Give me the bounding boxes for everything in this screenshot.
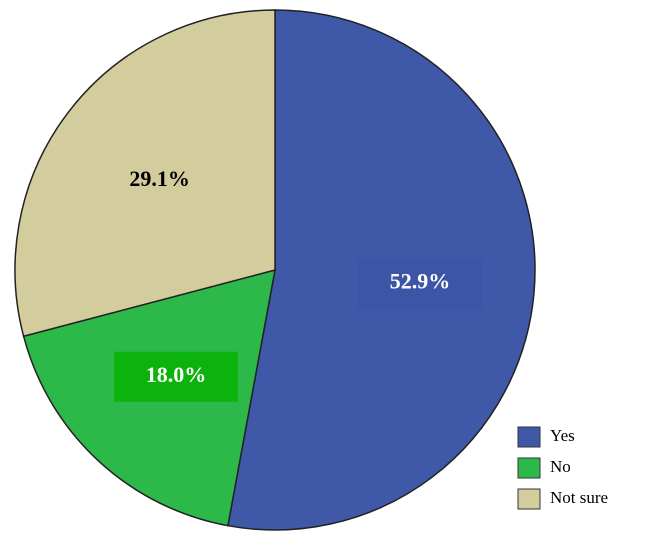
- label-box: [113, 351, 238, 402]
- label-box: [97, 156, 222, 207]
- legend-label: Yes: [550, 426, 575, 445]
- value-label: 18.0%: [146, 362, 207, 387]
- legend-swatch: [517, 488, 541, 510]
- legend-swatch: [517, 457, 541, 479]
- value-label: 29.1%: [129, 166, 190, 191]
- label-box: [357, 258, 482, 309]
- legend-label: Not sure: [550, 488, 608, 507]
- legend-label: No: [550, 457, 571, 476]
- value-label: 52.9%: [390, 268, 451, 293]
- legend-swatch: [517, 426, 541, 448]
